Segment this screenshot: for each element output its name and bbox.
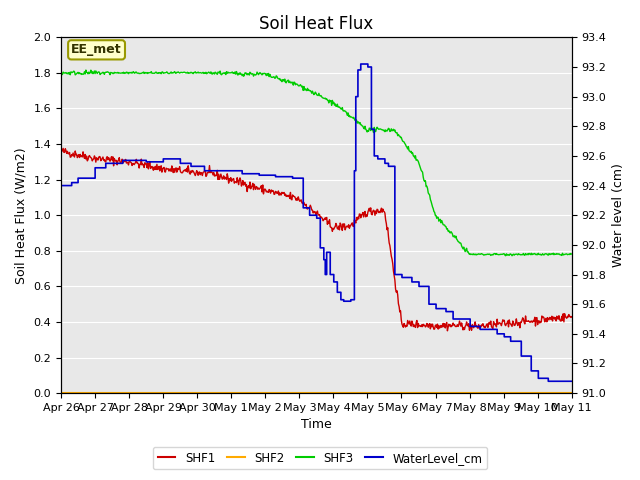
Y-axis label: Soil Heat Flux (W/m2): Soil Heat Flux (W/m2) <box>15 147 28 284</box>
Y-axis label: Water level (cm): Water level (cm) <box>612 163 625 267</box>
Legend: SHF1, SHF2, SHF3, WaterLevel_cm: SHF1, SHF2, SHF3, WaterLevel_cm <box>153 447 487 469</box>
Text: EE_met: EE_met <box>71 43 122 56</box>
X-axis label: Time: Time <box>301 419 332 432</box>
Title: Soil Heat Flux: Soil Heat Flux <box>259 15 374 33</box>
